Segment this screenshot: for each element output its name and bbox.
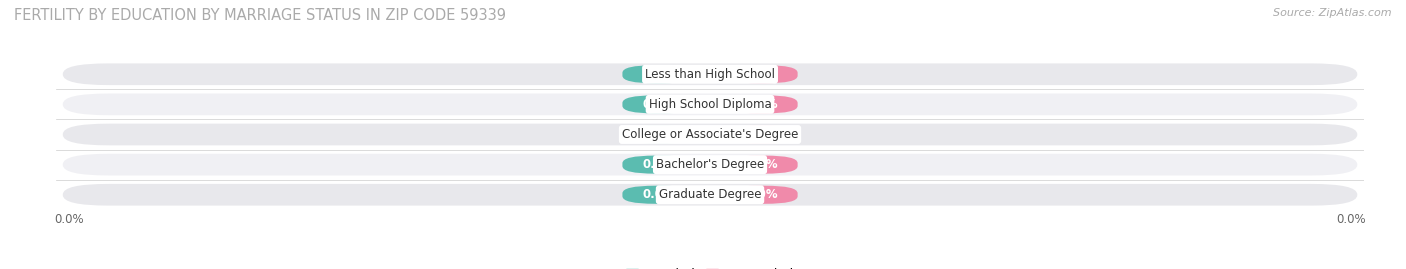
Text: 0.0%: 0.0% <box>745 128 778 141</box>
FancyBboxPatch shape <box>725 186 797 204</box>
Text: Bachelor's Degree: Bachelor's Degree <box>657 158 763 171</box>
FancyBboxPatch shape <box>623 95 695 114</box>
Text: 0.0%: 0.0% <box>643 188 675 201</box>
Text: Source: ZipAtlas.com: Source: ZipAtlas.com <box>1274 8 1392 18</box>
FancyBboxPatch shape <box>63 184 1357 206</box>
Text: 0.0%: 0.0% <box>643 68 675 81</box>
Text: 0.0%: 0.0% <box>745 68 778 81</box>
FancyBboxPatch shape <box>725 155 797 174</box>
Text: 0.0%: 0.0% <box>643 158 675 171</box>
FancyBboxPatch shape <box>725 95 797 114</box>
FancyBboxPatch shape <box>623 125 695 144</box>
FancyBboxPatch shape <box>623 155 695 174</box>
Text: FERTILITY BY EDUCATION BY MARRIAGE STATUS IN ZIP CODE 59339: FERTILITY BY EDUCATION BY MARRIAGE STATU… <box>14 8 506 23</box>
FancyBboxPatch shape <box>63 63 1357 85</box>
Text: Graduate Degree: Graduate Degree <box>659 188 761 201</box>
FancyBboxPatch shape <box>623 65 695 83</box>
FancyBboxPatch shape <box>623 186 695 204</box>
Text: Less than High School: Less than High School <box>645 68 775 81</box>
Legend: Married, Unmarried: Married, Unmarried <box>620 263 800 269</box>
Text: 0.0%: 0.0% <box>643 98 675 111</box>
FancyBboxPatch shape <box>63 94 1357 115</box>
Text: College or Associate's Degree: College or Associate's Degree <box>621 128 799 141</box>
FancyBboxPatch shape <box>63 124 1357 145</box>
Text: 0.0%: 0.0% <box>745 98 778 111</box>
Text: 0.0%: 0.0% <box>643 128 675 141</box>
Text: High School Diploma: High School Diploma <box>648 98 772 111</box>
FancyBboxPatch shape <box>725 125 797 144</box>
FancyBboxPatch shape <box>725 65 797 83</box>
Text: 0.0%: 0.0% <box>745 188 778 201</box>
FancyBboxPatch shape <box>63 154 1357 175</box>
Text: 0.0%: 0.0% <box>745 158 778 171</box>
